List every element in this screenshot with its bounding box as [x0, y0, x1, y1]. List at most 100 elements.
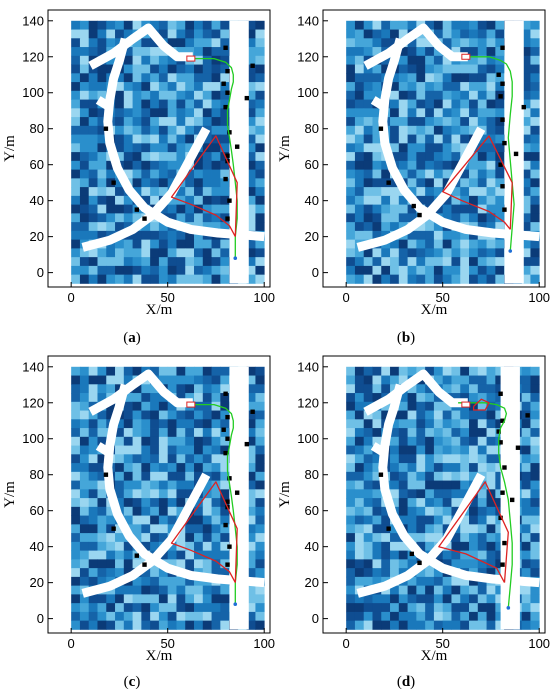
map-cell	[211, 73, 221, 83]
map-cell	[158, 73, 169, 83]
map-cell	[79, 393, 90, 403]
map-cell	[106, 506, 116, 516]
map-cell	[176, 576, 186, 587]
map-cell	[521, 108, 531, 118]
map-cell	[390, 594, 400, 604]
map-cell	[354, 178, 365, 188]
map-cell	[495, 125, 505, 135]
map-cell	[477, 366, 487, 376]
map-cell	[71, 611, 81, 622]
map-cell	[495, 169, 505, 179]
map-cell	[71, 204, 81, 214]
map-cell	[381, 401, 391, 411]
map-cell	[79, 436, 90, 446]
y-tick-label: 80	[305, 121, 319, 136]
map-cell	[486, 454, 496, 464]
map-cell	[398, 73, 408, 83]
map-cell	[176, 64, 186, 74]
map-cell	[346, 410, 356, 420]
map-cell	[97, 160, 107, 170]
map-cell	[363, 125, 373, 135]
map-cell	[255, 454, 265, 464]
map-cell	[442, 480, 452, 490]
map-cell	[390, 620, 400, 630]
map-cell	[390, 533, 400, 543]
map-cell	[88, 366, 98, 376]
map-cell	[469, 99, 479, 109]
map-cell	[398, 436, 408, 446]
map-cell	[202, 384, 212, 394]
map-cell	[460, 248, 470, 258]
x-tick-label: 0	[68, 290, 75, 305]
map-cell	[141, 125, 151, 135]
map-cell	[246, 64, 256, 74]
map-cell	[71, 47, 81, 57]
map-cell	[425, 195, 435, 206]
map-cell	[346, 585, 356, 595]
map-cell	[425, 401, 435, 411]
map-cell	[425, 428, 435, 438]
map-cell	[176, 471, 186, 481]
map-cell	[158, 239, 169, 249]
map-cell	[158, 436, 169, 446]
map-cell	[211, 169, 221, 179]
map-cell	[433, 134, 444, 144]
map-cell	[486, 99, 496, 109]
map-cell	[194, 393, 204, 403]
map-cell	[255, 515, 265, 525]
map-cell	[176, 550, 186, 560]
map-cell	[354, 401, 365, 411]
map-cell	[416, 134, 426, 144]
map-cell	[425, 82, 435, 92]
map-cell	[202, 515, 212, 525]
map-cell	[442, 248, 452, 258]
map-cell	[123, 20, 133, 30]
map-cell	[132, 506, 142, 516]
map-cell	[167, 143, 177, 153]
map-cell	[255, 541, 265, 552]
map-cell	[123, 506, 133, 516]
map-cell	[246, 594, 256, 604]
map-cell	[521, 594, 531, 604]
map-cell	[115, 489, 125, 499]
map-cell	[521, 498, 531, 508]
map-cell	[79, 419, 90, 429]
map-cell	[123, 55, 133, 65]
map-cell	[425, 152, 435, 162]
map-cell	[372, 603, 382, 613]
map-cell	[115, 594, 125, 604]
map-cell	[158, 445, 169, 455]
map-cell	[416, 90, 426, 100]
map-cell	[363, 611, 373, 622]
map-cell	[115, 445, 125, 455]
map-cell	[372, 436, 382, 446]
map-cell	[194, 178, 204, 188]
map-cell	[194, 436, 204, 446]
map-cell	[194, 384, 204, 394]
map-cell	[530, 506, 540, 516]
map-cell	[460, 576, 470, 587]
map-cell	[407, 108, 417, 118]
map-cell	[167, 108, 177, 118]
map-cell	[433, 594, 444, 604]
map-cell	[97, 611, 107, 622]
road-band	[378, 383, 540, 588]
map-cell	[469, 108, 479, 118]
map-cell	[185, 620, 195, 630]
map-cell	[460, 454, 470, 464]
map-cell	[416, 463, 426, 473]
map-cell	[167, 463, 177, 473]
map-cell	[521, 489, 531, 499]
map-cell	[451, 550, 461, 560]
map-cell	[115, 90, 125, 100]
map-cell	[202, 265, 212, 276]
map-cell	[469, 152, 479, 162]
map-cell	[433, 480, 444, 490]
map-cell	[141, 611, 151, 622]
map-cell	[176, 454, 186, 464]
map-cell	[390, 117, 400, 127]
map-cell	[521, 454, 531, 464]
map-cell	[220, 585, 230, 595]
map-cell	[150, 274, 160, 284]
obstacle	[221, 427, 226, 432]
